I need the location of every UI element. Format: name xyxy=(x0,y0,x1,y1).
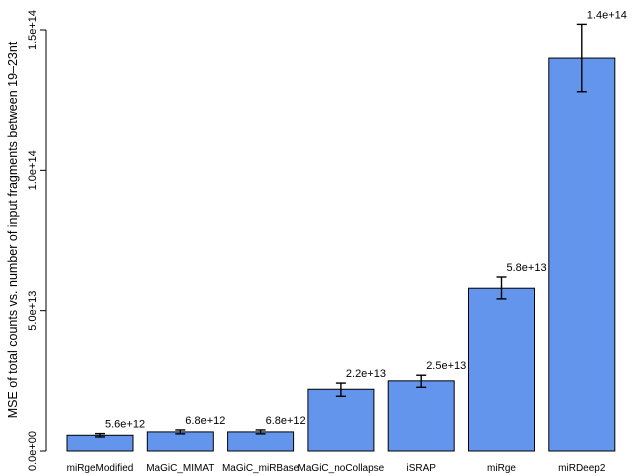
error-bars xyxy=(95,23,587,438)
data-label: 6.8e+12 xyxy=(185,415,225,427)
category-label: miRgeModified xyxy=(67,463,134,474)
data-label: 5.8e+13 xyxy=(507,262,547,274)
y-tick-label: 0.0e+00 xyxy=(27,431,39,471)
y-tick-label: 1.5e+14 xyxy=(27,10,39,50)
bars xyxy=(66,57,616,452)
category-label: MaGiC_noCollapse xyxy=(298,463,385,474)
bar-MaGiC_MIMAT xyxy=(146,431,214,452)
y-axis: 0.0e+00 5.0e+13 1.0e+14 1.5e+14 xyxy=(27,10,47,471)
bar-MaGiC_miRBase xyxy=(227,431,295,452)
bar-MaGiC_noCollapse xyxy=(307,388,375,452)
bar-miRge xyxy=(468,287,535,452)
y-axis-label: MSE of total counts vs. number of input … xyxy=(6,41,20,418)
category-label: iSRAP xyxy=(406,463,436,474)
category-label: miRge xyxy=(487,463,516,474)
category-label: miRDeep2 xyxy=(558,463,606,474)
bar-miRDeep2 xyxy=(548,57,616,452)
category-label: MaGiC_miRBase xyxy=(222,463,300,474)
data-label: 5.6e+12 xyxy=(105,419,145,431)
data-label: 2.2e+13 xyxy=(346,368,386,380)
data-labels: 5.6e+12 6.8e+12 6.8e+12 2.2e+13 2.5e+13 5.8e+… xyxy=(105,9,627,430)
bar-iSRAP xyxy=(387,380,455,452)
y-tick-label: 5.0e+13 xyxy=(27,291,39,331)
category-labels: miRgeModified MaGiC_MIMAT MaGiC_miRBaseMaG… xyxy=(67,463,606,474)
category-label: MaGiC_MIMAT xyxy=(146,463,214,474)
data-label: 6.8e+12 xyxy=(266,415,306,427)
data-label: 1.4e+14 xyxy=(587,9,627,21)
data-label: 2.5e+13 xyxy=(426,360,466,372)
y-tick-label: 1.0e+14 xyxy=(27,150,39,190)
